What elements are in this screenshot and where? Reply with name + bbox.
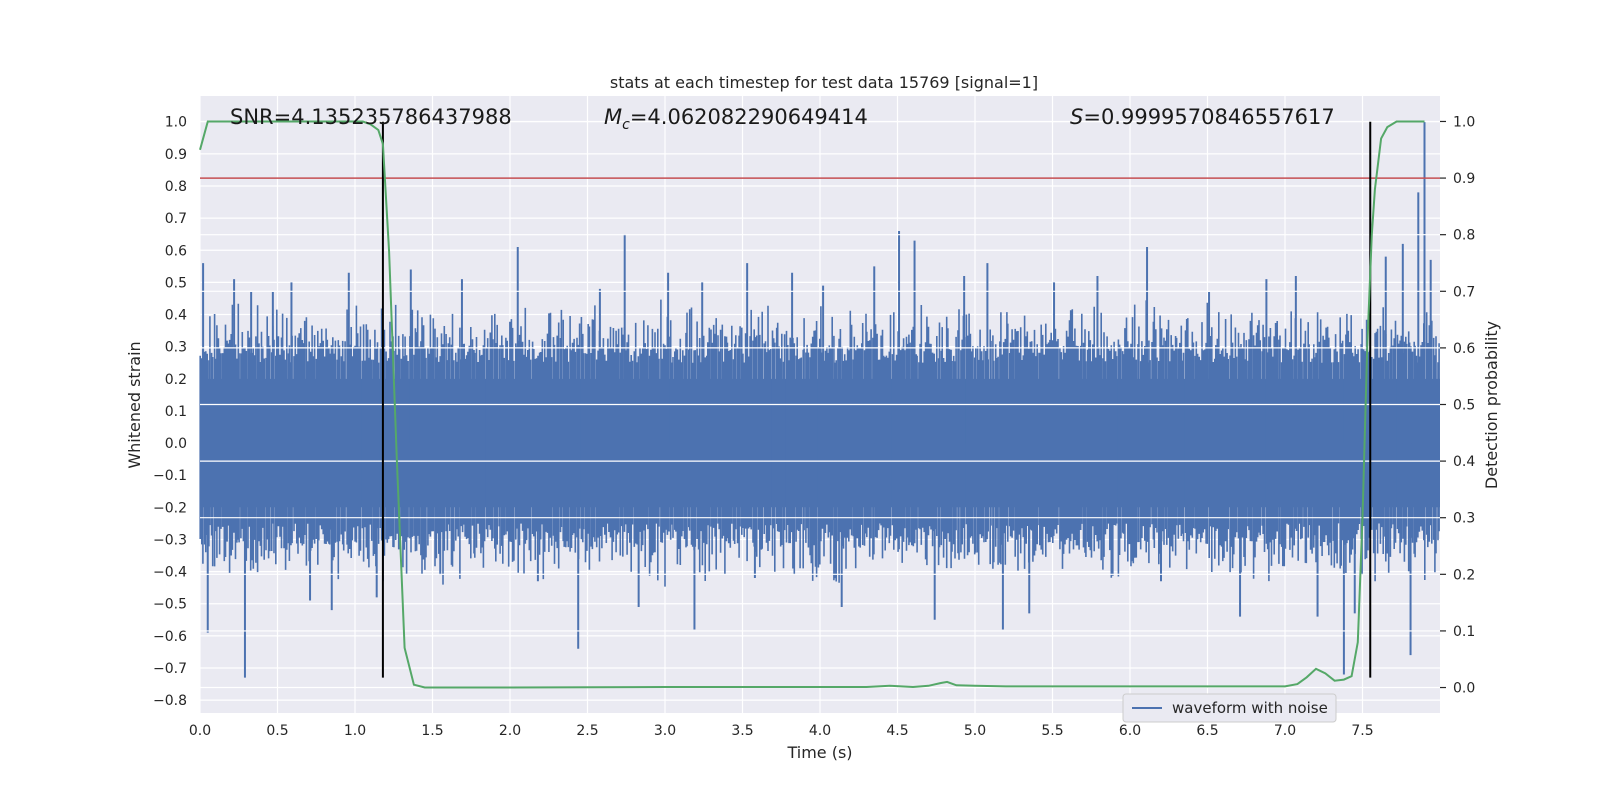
y2-axis-title: Detection probability	[1482, 321, 1501, 489]
x-tick-label: 6.5	[1196, 723, 1218, 739]
legend-box	[1122, 693, 1337, 723]
x-axis-ticks: 0.0 0.5 1.0 1.5 2.0 2.5 3.0 3.5 4.0 4.5 5.0 5.5 6.0 6…	[189, 723, 1374, 739]
y2-tick-label: 0.4	[1453, 454, 1475, 470]
y2-tick-label: 0.3	[1453, 511, 1475, 527]
y-tick-label: −0.7	[153, 661, 187, 677]
score-value: =0.9999570846557617	[1083, 105, 1334, 129]
x-tick-label: 5.0	[964, 723, 986, 739]
y2-tick-label: 1.0	[1453, 114, 1475, 130]
x-tick-label: 0.0	[189, 723, 211, 739]
score-annotation: S=0.9999570846557617	[1070, 105, 1335, 129]
y-tick-label: −0.5	[153, 597, 187, 613]
x-tick-label: 2.0	[499, 723, 521, 739]
y2-tick-label: 0.5	[1453, 398, 1475, 414]
chirp-mass-subscript: c	[622, 117, 630, 133]
chirp-mass-value: =4.062082290649414	[630, 105, 868, 129]
x-tick-label: 5.5	[1041, 723, 1063, 739]
y2-tick-label: 0.8	[1453, 228, 1475, 244]
chirp-mass-symbol: M	[604, 105, 622, 129]
chirp-mass-annotation: Mc=4.062082290649414	[604, 105, 868, 133]
y-tick-label: −0.1	[153, 468, 187, 484]
y-tick-label: 0.2	[165, 372, 187, 388]
y-tick-label: 0.5	[165, 275, 187, 291]
y-tick-label: −0.6	[153, 629, 187, 645]
x-tick-label: 6.0	[1119, 723, 1141, 739]
y-tick-label: 0.7	[165, 211, 187, 227]
y-tick-label: −0.4	[153, 565, 187, 581]
y-tick-label: 0.8	[165, 179, 187, 195]
x-tick-label: 4.5	[886, 723, 908, 739]
y-tick-label: −0.2	[153, 500, 187, 516]
y-tick-label: 0.4	[165, 308, 187, 324]
y-tick-label: 0.1	[165, 404, 187, 420]
y-tick-label: 0.6	[165, 243, 187, 259]
y2-tick-label: 0.9	[1453, 171, 1475, 187]
x-tick-label: 3.5	[731, 723, 753, 739]
x-tick-label: 7.0	[1274, 723, 1296, 739]
y2-tick-label: 0.2	[1453, 567, 1475, 583]
score-symbol: S	[1070, 105, 1083, 129]
x-tick-label: 3.0	[654, 723, 676, 739]
y2-tick-label: 0.0	[1453, 681, 1475, 697]
y-tick-label: −0.3	[153, 532, 187, 548]
x-tick-label: 4.0	[809, 723, 831, 739]
y-tick-label: 0.0	[165, 436, 187, 452]
y-tick-label: 0.3	[165, 340, 187, 356]
probability-line	[199, 120, 1425, 689]
y-tick-label: 1.0	[165, 115, 187, 131]
x-tick-label: 1.5	[421, 723, 443, 739]
waveform-series	[199, 121, 1440, 678]
y2-tick-label: 0.7	[1453, 284, 1475, 300]
vertical-markers	[381, 121, 1372, 678]
y-tick-label: −0.8	[153, 693, 187, 709]
y-axis-title: Whitened strain	[125, 341, 144, 468]
legend: waveform with noise	[1122, 693, 1337, 723]
y2-axis-ticks: 1.0 0.9 0.8 0.7 0.6 0.5 0.4 0.3 0.2 0.1 0.0	[1440, 114, 1475, 697]
legend-label: waveform with noise	[1172, 699, 1328, 717]
x-axis-title: Time (s)	[786, 743, 852, 762]
y-tick-label: 0.9	[165, 147, 187, 163]
snr-annotation: SNR=4.135235786437988	[230, 105, 512, 129]
x-tick-label: 1.0	[344, 723, 366, 739]
x-tick-label: 7.5	[1351, 723, 1373, 739]
chart-title: stats at each timestep for test data 157…	[610, 73, 1038, 92]
x-tick-label: 2.5	[576, 723, 598, 739]
y2-tick-label: 0.1	[1453, 624, 1475, 640]
waveform-bursts	[199, 299, 1440, 587]
x-tick-label: 0.5	[266, 723, 288, 739]
y2-tick-label: 0.6	[1453, 341, 1475, 357]
y-axis-ticks: 1.0 0.9 0.8 0.7 0.6 0.5 0.4 0.3 0.2 0.1 0.0 −0.1 −0.…	[153, 115, 187, 709]
